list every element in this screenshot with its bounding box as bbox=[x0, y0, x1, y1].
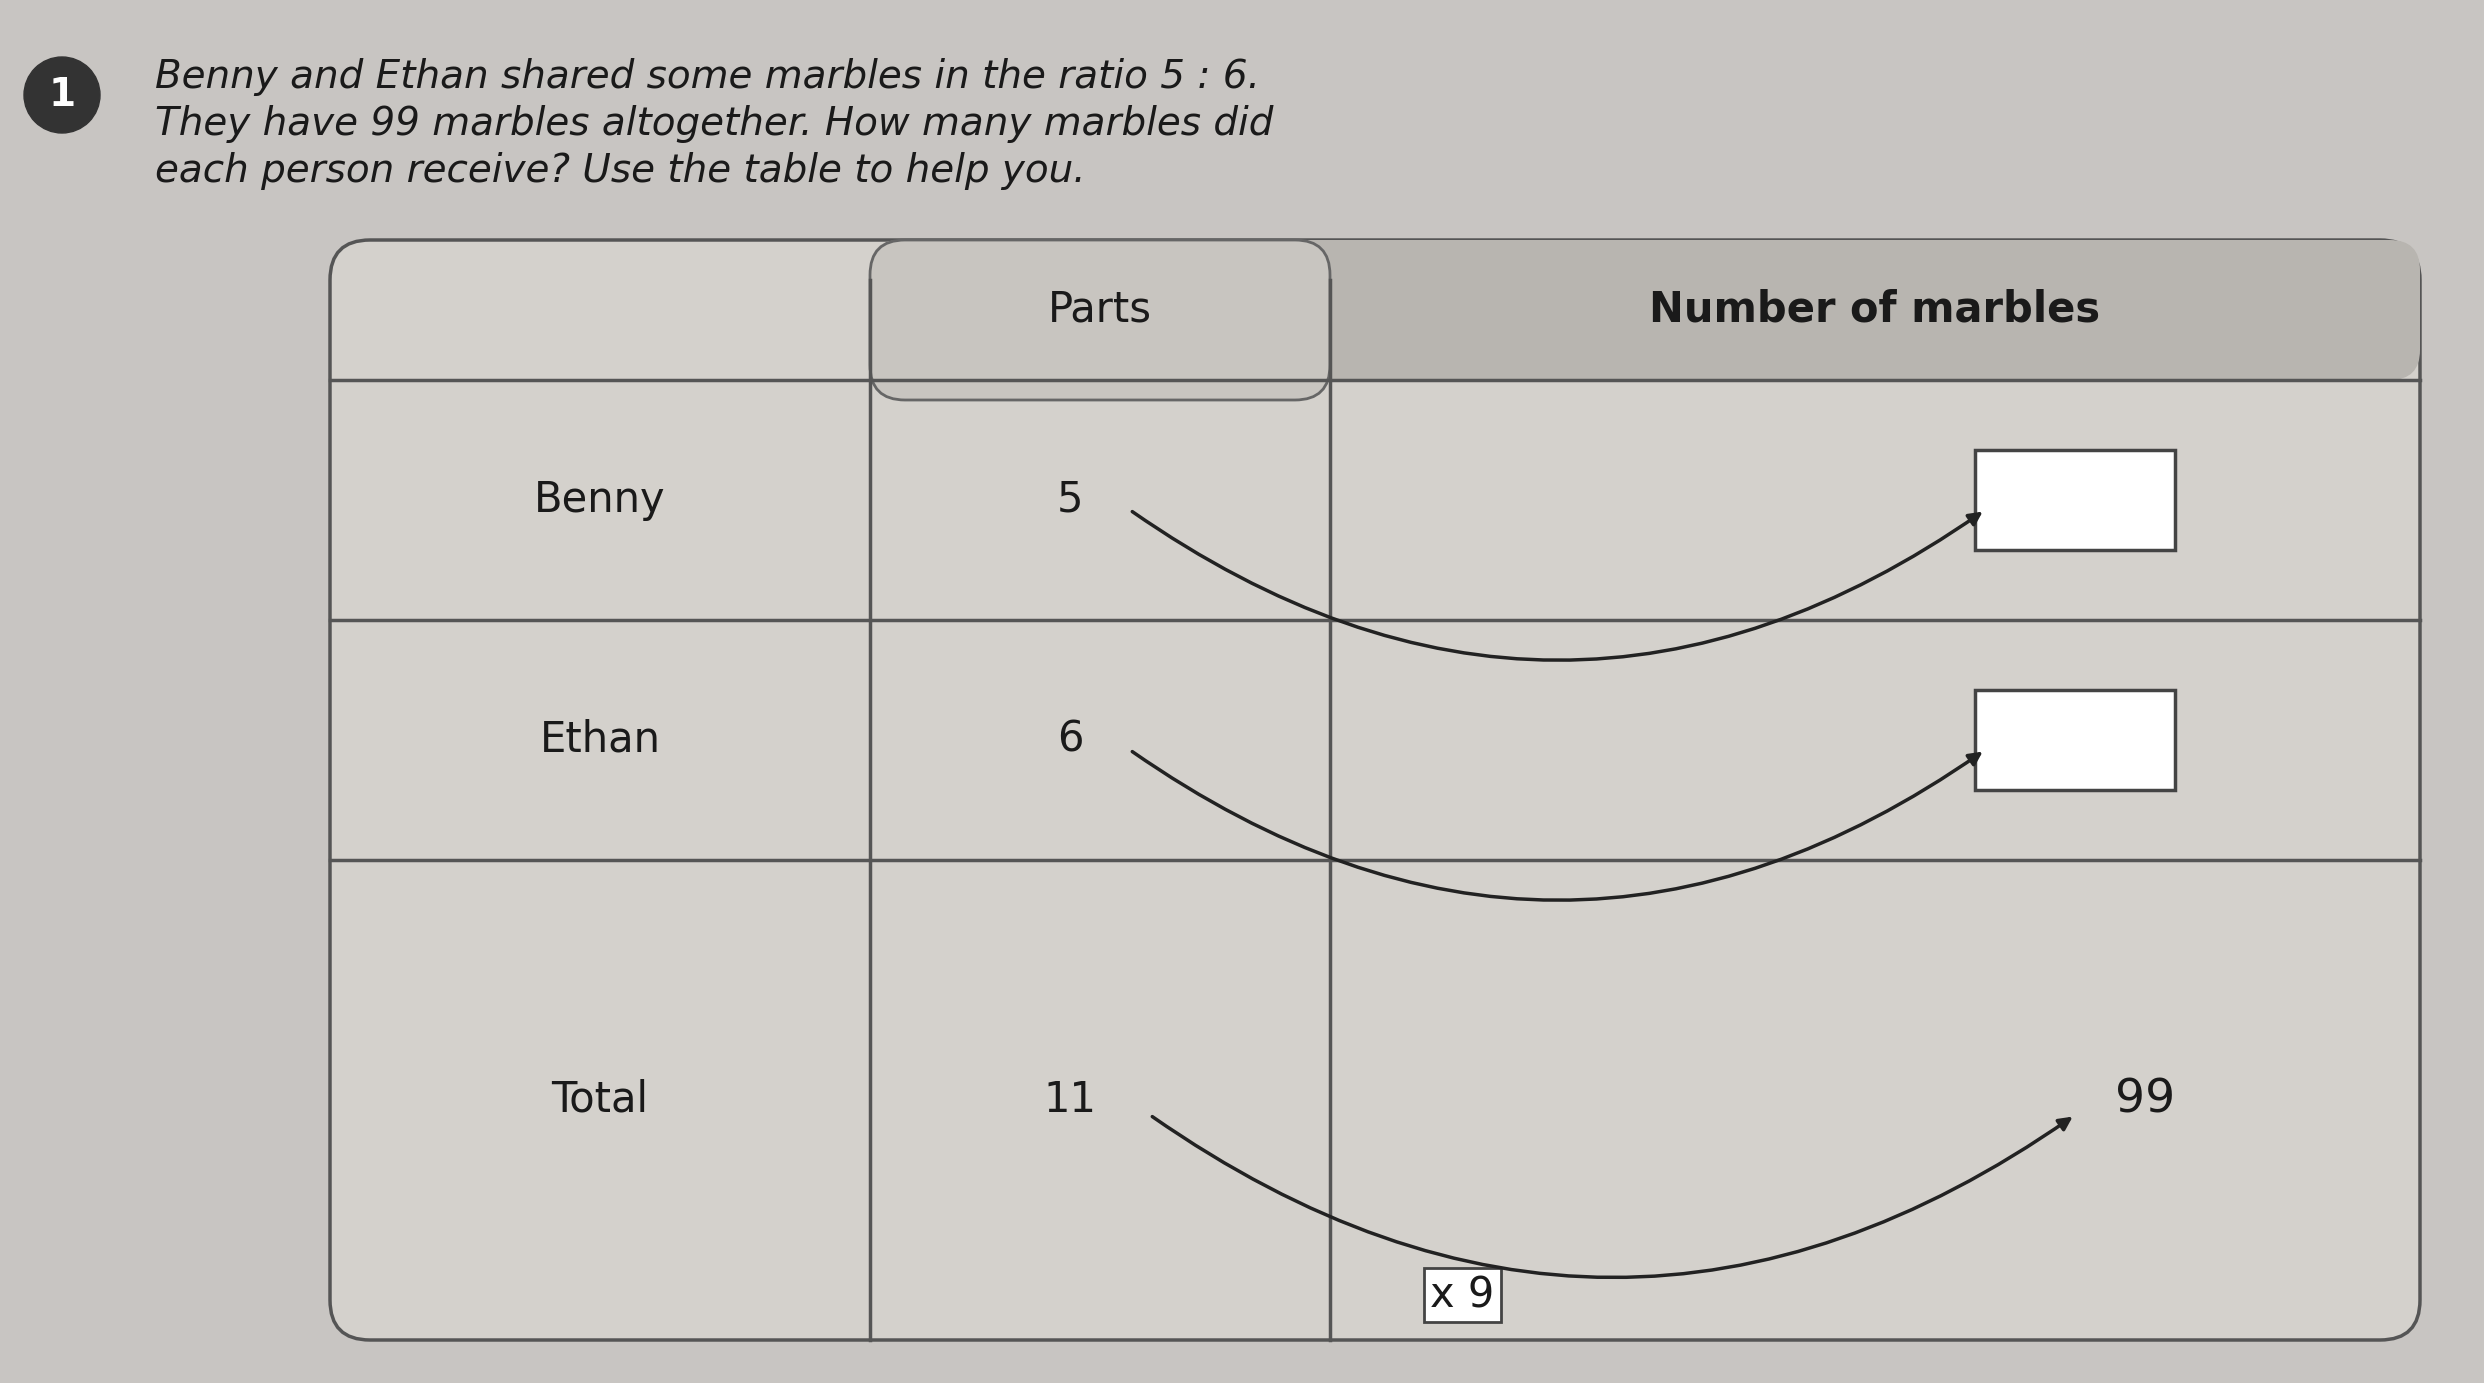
FancyBboxPatch shape bbox=[869, 241, 2419, 380]
Text: 5: 5 bbox=[1056, 479, 1083, 521]
Text: 1: 1 bbox=[47, 76, 75, 113]
FancyBboxPatch shape bbox=[330, 241, 2419, 1340]
FancyBboxPatch shape bbox=[1975, 690, 2176, 790]
Text: each person receive? Use the table to help you.: each person receive? Use the table to he… bbox=[154, 152, 1086, 189]
Text: 11: 11 bbox=[1043, 1079, 1095, 1122]
Text: 6: 6 bbox=[1056, 719, 1083, 761]
FancyBboxPatch shape bbox=[869, 241, 1329, 400]
Text: Ethan: Ethan bbox=[539, 719, 661, 761]
Text: x 9: x 9 bbox=[1431, 1274, 1495, 1317]
FancyBboxPatch shape bbox=[1975, 449, 2176, 550]
Text: 99: 99 bbox=[2114, 1077, 2176, 1123]
Text: Total: Total bbox=[551, 1079, 648, 1122]
Text: Number of marbles: Number of marbles bbox=[1649, 289, 2101, 331]
Text: Parts: Parts bbox=[1048, 289, 1153, 331]
Text: Benny and Ethan shared some marbles in the ratio 5 : 6.: Benny and Ethan shared some marbles in t… bbox=[154, 58, 1259, 95]
Text: They have 99 marbles altogether. How many marbles did: They have 99 marbles altogether. How man… bbox=[154, 105, 1274, 142]
Circle shape bbox=[25, 57, 99, 133]
Text: Benny: Benny bbox=[534, 479, 666, 521]
